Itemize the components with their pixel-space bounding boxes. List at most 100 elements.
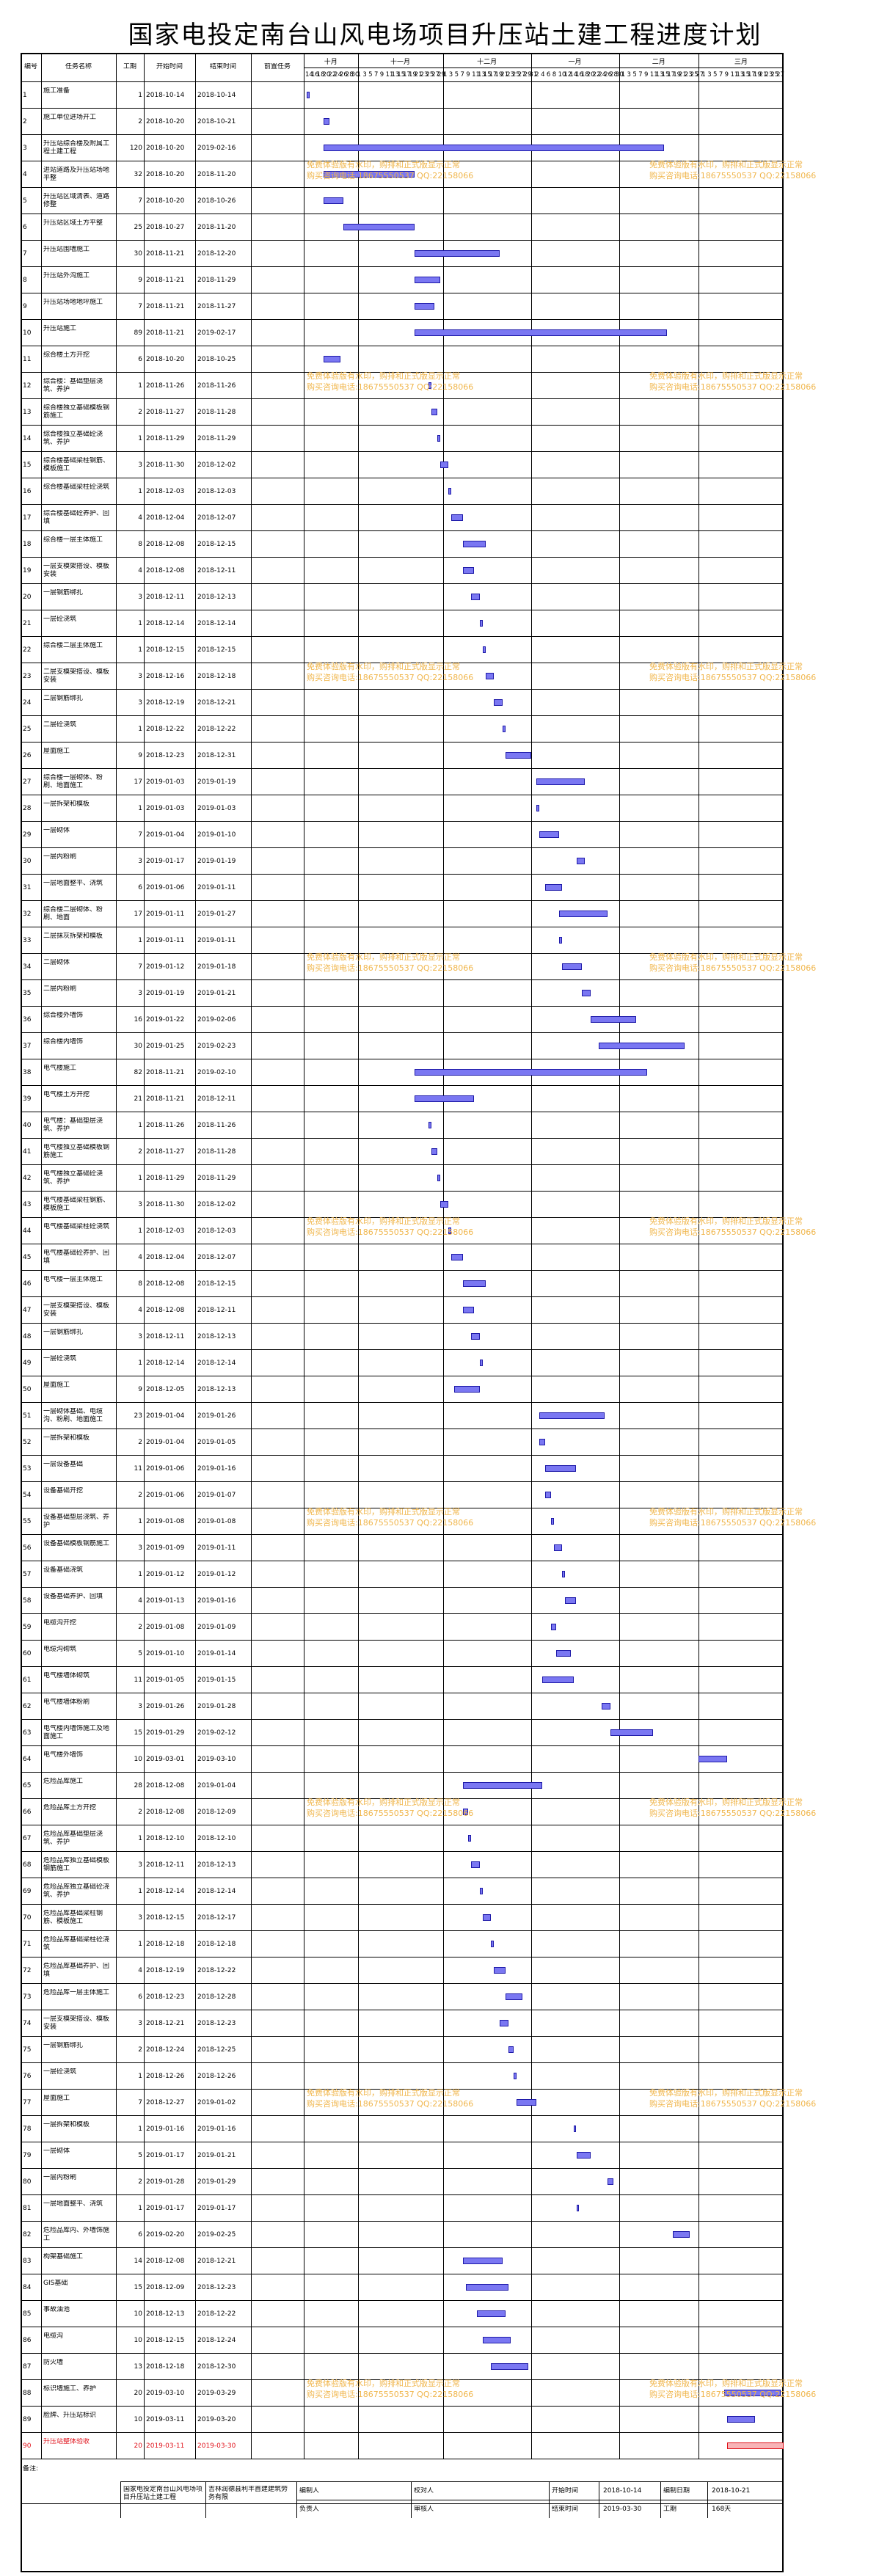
- row-divider: [21, 1191, 784, 1192]
- task-duration: 2: [138, 409, 142, 416]
- gantt-bar: [539, 1439, 545, 1445]
- task-name: 一层设备基础: [43, 1461, 84, 1468]
- task-start: 2018-12-08: [146, 1280, 185, 1288]
- gantt-bar: [462, 1307, 475, 1313]
- task-name: 危险品库施工: [43, 1778, 84, 1785]
- timeline-day: 1: [621, 71, 626, 79]
- row-divider: [21, 240, 784, 241]
- task-end: 2019-01-16: [197, 2126, 236, 2133]
- gantt-bar: [576, 2205, 580, 2211]
- timeline-day: 5: [454, 71, 459, 79]
- row-divider: [21, 979, 784, 980]
- task-start: 2018-12-08: [146, 2258, 185, 2265]
- gantt-bar: [544, 884, 563, 891]
- task-id: 26: [23, 752, 32, 759]
- task-start: 2018-12-08: [146, 541, 185, 548]
- timeline-day: 19: [495, 71, 503, 79]
- row-divider: [21, 1296, 784, 1297]
- task-duration: 8: [138, 541, 142, 548]
- task-name: 升压站区域土方平整: [43, 219, 103, 227]
- task-id: 10: [23, 329, 32, 337]
- timeline-day: 24: [598, 71, 607, 79]
- task-name: 一层内粉刷: [43, 853, 77, 861]
- task-name: 升压站外沟施工: [43, 272, 90, 280]
- task-id: 9: [23, 303, 27, 310]
- task-start: 2019-01-17: [146, 2152, 185, 2159]
- timeline-day: 13: [391, 71, 400, 79]
- timeline-day: 29: [523, 71, 532, 79]
- task-duration: 32: [134, 171, 142, 178]
- row-divider: [21, 2247, 784, 2248]
- task-duration: 2: [138, 118, 142, 125]
- task-end: 2018-12-03: [197, 1227, 236, 1235]
- timeline-day: 3: [707, 71, 712, 79]
- month-divider: [442, 53, 444, 2459]
- timeline-day: 1: [442, 71, 448, 79]
- task-end: 2019-01-02: [197, 2099, 236, 2106]
- task-duration: 16: [134, 1016, 142, 1024]
- task-id: 22: [23, 646, 32, 654]
- gantt-bar: [491, 2363, 528, 2370]
- task-start: 2019-01-22: [146, 1016, 185, 1024]
- task-id: 20: [23, 594, 32, 601]
- timeline-day: 26: [339, 71, 348, 79]
- task-id: 56: [23, 1544, 32, 1552]
- task-end: 2018-12-25: [197, 2046, 236, 2054]
- task-id: 58: [23, 1597, 32, 1605]
- task-start: 2019-01-09: [146, 1544, 185, 1552]
- gantt-bar: [428, 382, 432, 389]
- task-name: 电气楼墙体砌筑: [43, 1672, 90, 1679]
- watermark-line-2: 购买咨询电话:18675550537 QQ:22158066: [307, 1518, 474, 1528]
- gantt-bar: [550, 1624, 557, 1630]
- watermark-line-2: 购买咨询电话:18675550537 QQ:22158066: [649, 1227, 817, 1237]
- task-end: 2019-01-08: [197, 1518, 236, 1525]
- task-duration: 10: [134, 2310, 142, 2318]
- task-end: 2018-11-26: [197, 1122, 236, 1129]
- gantt-bar: [482, 1914, 492, 1921]
- task-duration: 1: [138, 1122, 142, 1129]
- task-id: 24: [23, 699, 32, 707]
- task-duration: 1: [138, 488, 142, 495]
- watermark-line-2: 购买咨询电话:18675550537 QQ:22158066: [307, 382, 474, 392]
- task-end: 2018-12-07: [197, 1254, 236, 1261]
- task-name: 电气楼土方开挖: [43, 1091, 90, 1098]
- task-duration: 3: [138, 594, 142, 601]
- timeline-day: 11: [472, 71, 480, 79]
- watermark-line-1: 免费体验版有水印，购排和正式版显示正常: [307, 371, 460, 381]
- task-name: 二层砼浇筑: [43, 721, 77, 729]
- gantt-bar: [324, 118, 329, 125]
- gantt-bar: [723, 2390, 781, 2396]
- task-name: 设备基础模板钢筋施工: [43, 1540, 110, 1547]
- gantt-bar: [485, 673, 495, 679]
- watermark-line-2: 购买咨询电话:18675550537 QQ:22158066: [307, 1809, 474, 1818]
- timeline-day: 19: [408, 71, 417, 79]
- task-start: 2018-11-30: [146, 1201, 185, 1208]
- task-name: 屋面施工: [43, 2095, 70, 2102]
- timeline-day: 7: [638, 71, 643, 79]
- timeline-day: 9: [379, 71, 384, 79]
- watermark-line-1: 免费体验版有水印，购排和正式版显示正常: [307, 662, 460, 671]
- gantt-bar: [465, 2284, 508, 2291]
- timeline-day: 23: [765, 71, 773, 79]
- timeline-day: 21: [414, 71, 423, 79]
- reviewer-label: 校对人: [414, 2487, 434, 2495]
- task-end: 2018-12-14: [197, 1360, 236, 1367]
- task-id: 41: [23, 1148, 32, 1156]
- gantt-bar: [437, 435, 440, 442]
- task-start: 2018-12-04: [146, 1254, 185, 1261]
- task-end: 2018-12-17: [197, 1914, 236, 1922]
- gantt-bar: [439, 461, 449, 468]
- gantt-bar: [479, 620, 483, 627]
- task-end: 2018-12-07: [197, 514, 236, 522]
- task-duration: 2: [138, 2046, 142, 2054]
- row-divider: [21, 1481, 784, 1482]
- task-start: 2019-01-26: [146, 1703, 185, 1710]
- task-id: 69: [23, 1888, 32, 1895]
- task-end: 2018-12-11: [197, 1095, 236, 1103]
- task-id: 18: [23, 541, 32, 548]
- task-start: 2019-01-04: [146, 831, 185, 839]
- task-end: 2018-11-26: [197, 382, 236, 390]
- task-start: 2019-01-13: [146, 1597, 185, 1605]
- row-divider: [21, 2062, 784, 2063]
- task-name: 一层砼浇筑: [43, 616, 77, 623]
